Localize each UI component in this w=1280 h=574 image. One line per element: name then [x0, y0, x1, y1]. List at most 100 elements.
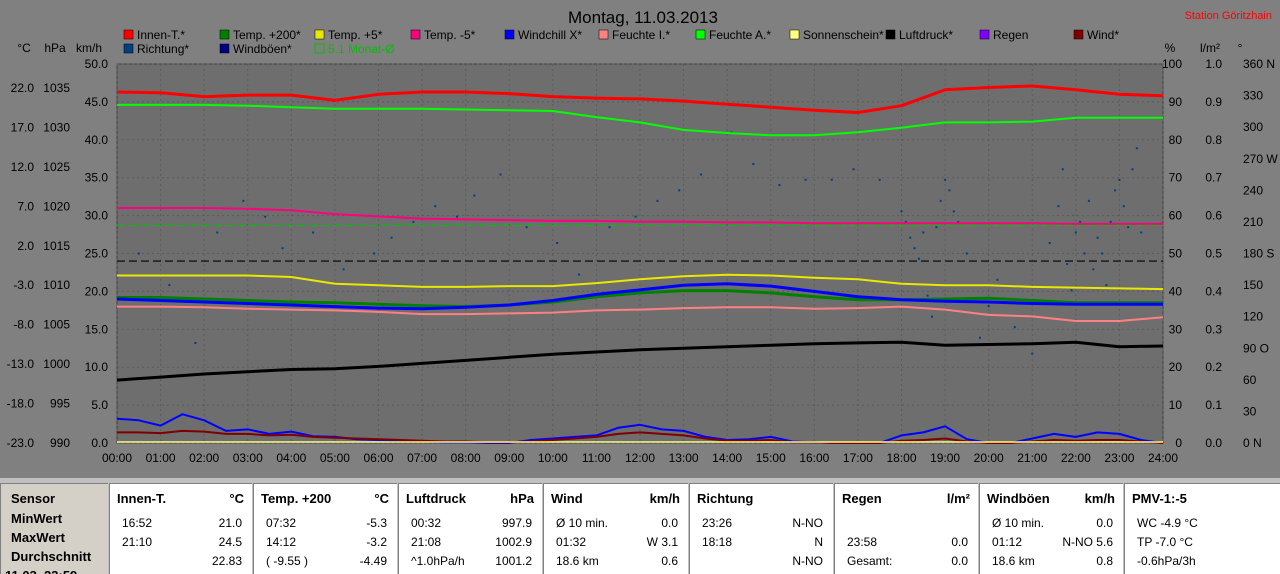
pressure-tick-label: 995: [50, 397, 70, 411]
direction-point: [137, 252, 140, 255]
temp-tick-label: 7.0: [17, 199, 34, 213]
x-tick-label: 11:00: [582, 451, 611, 465]
stats-cell-label: 07:32: [266, 516, 297, 530]
direction-point: [922, 231, 925, 234]
direction-point: [1127, 226, 1130, 229]
series-line: [117, 273, 1164, 291]
stats-cell-label: -0.6hPa/3h: [1137, 554, 1196, 568]
x-tick-label: 16:00: [799, 451, 829, 465]
legend-swatch: [123, 29, 134, 40]
wind-tick-label: 0.0: [91, 436, 108, 450]
pressure-tick-label: 1020: [43, 199, 70, 213]
temp-unit-label: °C: [17, 41, 31, 55]
stats-cell-value: -3.2: [366, 535, 387, 549]
direction-point: [778, 184, 781, 187]
percent-tick-label: 50: [1169, 247, 1183, 261]
rain-unit-label: l/m²: [1200, 41, 1220, 55]
stats-cell-value: 0.0: [661, 516, 678, 530]
wind-tick-label: 45.0: [85, 95, 109, 109]
x-tick-label: 01:00: [146, 451, 176, 465]
rain-tick-label: 0.1: [1205, 398, 1222, 412]
direction-point: [577, 273, 580, 276]
direction-tick-label: 60: [1243, 373, 1257, 387]
stats-cell-value: N-NO: [792, 516, 823, 530]
x-tick-label: 18:00: [886, 451, 916, 465]
direction-point: [1096, 236, 1099, 239]
direction-point: [952, 210, 955, 213]
stats-cell-label: 23:26: [702, 516, 733, 530]
stats-cell-label: 01:12: [992, 535, 1023, 549]
stats-column-title: Richtung: [697, 491, 754, 506]
direction-tick-label: 180 S: [1243, 247, 1274, 261]
stats-column-title: Innen-T.: [117, 491, 167, 506]
direction-point: [957, 220, 960, 223]
direction-tick-label: 270 W: [1243, 152, 1278, 166]
legend-swatch: [123, 43, 134, 54]
percent-tick-label: 100: [1162, 57, 1182, 71]
temp-tick-label: 17.0: [11, 120, 35, 134]
x-tick-label: 24:00: [1148, 451, 1178, 465]
direction-point: [931, 315, 934, 318]
percent-tick-label: 70: [1169, 171, 1183, 185]
legend-label: Regen: [993, 28, 1028, 42]
legend-swatch: [314, 29, 325, 40]
direction-point: [700, 173, 703, 176]
direction-tick-label: 0 N: [1243, 436, 1262, 450]
series-line: [117, 207, 1163, 225]
wind-tick-label: 20.0: [85, 284, 109, 298]
direction-point: [1031, 352, 1034, 355]
direction-tick-label: 150: [1243, 278, 1263, 292]
direction-point: [390, 236, 393, 239]
direction-point: [473, 194, 476, 197]
direction-point: [342, 268, 345, 271]
series-line: [117, 305, 1164, 322]
rain-tick-label: 0.9: [1205, 95, 1222, 109]
direction-tick-label: 90 O: [1243, 341, 1269, 355]
direction-point: [556, 241, 559, 244]
x-tick-label: 02:00: [189, 451, 219, 465]
stats-cell-label: ^1.0hPa/h: [411, 554, 465, 568]
rain-tick-label: 0.3: [1205, 322, 1222, 336]
x-tick-label: 09:00: [494, 451, 524, 465]
direction-point: [1105, 284, 1108, 287]
direction-point: [904, 220, 907, 223]
x-tick-label: 07:00: [407, 451, 437, 465]
stats-cell-label: 16:52: [122, 516, 153, 530]
direction-point: [412, 220, 415, 223]
legend-swatch: [789, 29, 800, 40]
direction-tick-label: 300: [1243, 120, 1263, 134]
rain-tick-label: 0.8: [1205, 133, 1222, 147]
stats-cell-value: 1002.9: [495, 535, 532, 549]
x-tick-label: 00:00: [102, 451, 132, 465]
direction-point: [1087, 199, 1090, 202]
stats-column-unit: km/h: [649, 491, 680, 506]
direction-point: [216, 231, 219, 234]
series-line: [117, 103, 1163, 137]
x-tick-label: 21:00: [1017, 451, 1047, 465]
stats-column-title: Temp. +200: [261, 491, 332, 506]
stats-cell-value: 0.6: [661, 554, 678, 568]
pressure-tick-label: 1000: [43, 357, 70, 371]
temp-tick-label: -18.0: [7, 397, 35, 411]
weather-chart-panel: Montag, 11.03.2013 Station Göritzhain °C…: [0, 0, 1280, 478]
direction-tick-label: 30: [1243, 404, 1257, 418]
stats-label-column: Sensor MinWert MaxWert Durchschnitt 11.0…: [0, 483, 108, 574]
stats-column-unit: °C: [374, 491, 389, 506]
wind-tick-label: 5.0: [91, 398, 108, 412]
temp-tick-label: 12.0: [11, 160, 35, 174]
series-line: [117, 429, 1164, 444]
stats-cell-value: N-NO 5.6: [1062, 535, 1113, 549]
series-line: [116, 340, 1164, 382]
direction-point: [1114, 189, 1117, 192]
percent-tick-label: 30: [1169, 322, 1183, 336]
row-label-current: 11.03. 23:59: [5, 566, 77, 574]
pressure-tick-label: 1030: [43, 120, 70, 134]
direction-point: [634, 215, 637, 218]
x-tick-label: 03:00: [233, 451, 263, 465]
row-label-avg: Durchschnitt: [11, 549, 92, 564]
stats-column-unit: hPa: [510, 491, 534, 506]
direction-point: [455, 215, 458, 218]
temp-tick-label: 2.0: [17, 239, 34, 253]
stats-cell-label: Ø 10 min.: [992, 516, 1045, 530]
stats-cell-value: 0.0: [951, 535, 968, 549]
